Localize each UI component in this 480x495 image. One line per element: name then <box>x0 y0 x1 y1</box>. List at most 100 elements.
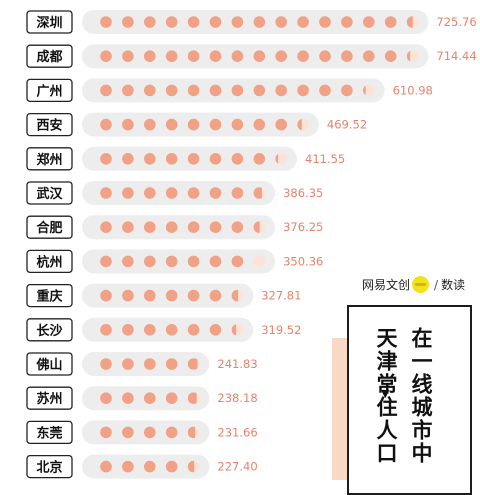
value-dot <box>209 153 222 165</box>
bar-background <box>82 112 319 137</box>
value-dot <box>165 460 178 473</box>
value-dot <box>231 118 244 131</box>
bar-background <box>82 215 276 240</box>
value-dot <box>122 324 134 336</box>
partial-dot <box>363 85 366 96</box>
value-dot <box>100 50 112 62</box>
value-dot <box>122 392 134 405</box>
value-label: 411.55 <box>305 152 345 166</box>
category-label: 北京 <box>36 460 62 476</box>
value-dot <box>187 153 200 165</box>
value-dot <box>363 50 375 62</box>
value-dot <box>341 50 353 62</box>
category-label-box <box>26 112 73 137</box>
value-dot <box>100 289 112 302</box>
category-label: 长沙 <box>36 323 62 339</box>
value-dot <box>209 84 222 97</box>
value-dot <box>144 460 156 473</box>
value-label: 610.98 <box>393 83 433 97</box>
value-dot <box>165 153 178 165</box>
category-label-box <box>26 318 73 342</box>
category-label-box <box>26 249 73 274</box>
category-label: 武汉 <box>36 186 63 202</box>
category-label: 重庆 <box>36 289 62 305</box>
value-dot <box>165 358 178 370</box>
value-label: 327.81 <box>261 289 301 303</box>
value-dot <box>144 358 156 370</box>
value-dot <box>144 426 156 439</box>
value-label: 231.66 <box>217 425 257 439</box>
value-dot <box>122 84 134 97</box>
category-label-box <box>26 454 73 479</box>
partial-dot <box>253 221 260 233</box>
value-dot <box>209 289 222 302</box>
partial-dot-bg <box>275 153 288 165</box>
value-dot <box>187 84 200 97</box>
value-dot <box>275 50 288 62</box>
value-dot <box>165 187 178 199</box>
value-label: 241.83 <box>217 357 257 371</box>
value-dot <box>231 16 244 28</box>
category-label: 成都 <box>36 49 62 65</box>
value-dot <box>100 358 112 370</box>
category-label-box <box>26 386 73 410</box>
category-label-box <box>26 352 73 376</box>
partial-dot <box>253 187 262 199</box>
value-dot <box>165 324 178 336</box>
value-dot <box>144 187 156 199</box>
value-dot <box>297 84 309 97</box>
value-dot <box>144 392 156 405</box>
value-dot <box>253 84 266 97</box>
partial-dot <box>297 118 302 131</box>
value-dot <box>165 84 178 97</box>
bar-background <box>82 249 276 274</box>
partial-dot <box>231 324 237 336</box>
value-dot <box>187 221 200 233</box>
value-dot <box>231 255 244 268</box>
value-dot <box>187 187 200 199</box>
value-dot <box>144 255 156 268</box>
value-dot <box>144 324 156 336</box>
value-dot <box>231 153 244 165</box>
value-dot <box>100 324 112 336</box>
value-dot <box>319 50 331 62</box>
headline-line1: 在一线城市中 <box>409 327 433 465</box>
value-dot <box>122 289 134 302</box>
partial-dot <box>187 392 197 404</box>
partial-dot <box>253 260 254 263</box>
value-dot <box>122 118 134 131</box>
value-dot <box>144 16 156 28</box>
brand-part1: 网易 <box>362 278 387 292</box>
value-dot <box>100 426 112 439</box>
category-label-box <box>26 10 73 34</box>
value-dot <box>100 153 112 165</box>
partial-dot <box>406 50 411 62</box>
category-label-box <box>26 420 73 445</box>
decorative-strip <box>332 338 350 480</box>
value-dot <box>122 187 134 199</box>
value-dot <box>384 16 397 28</box>
value-dot <box>363 16 375 28</box>
value-label: 714.44 <box>436 49 476 63</box>
value-dot <box>100 255 112 268</box>
value-dot <box>341 84 353 97</box>
value-label: 386.35 <box>283 186 323 200</box>
value-dot <box>187 255 200 268</box>
value-dot <box>187 16 200 28</box>
value-dot <box>187 324 200 336</box>
category-label: 深圳 <box>36 15 62 31</box>
value-dot <box>122 153 134 165</box>
value-dot <box>165 16 178 28</box>
value-dot <box>231 187 244 199</box>
value-label: 725.76 <box>436 15 476 29</box>
category-label: 杭州 <box>36 254 62 270</box>
value-dot <box>253 50 266 62</box>
value-dot <box>122 426 134 439</box>
category-label-box <box>26 78 73 103</box>
partial-dot <box>187 426 196 439</box>
value-dot <box>275 118 288 131</box>
category-label-box <box>26 181 73 205</box>
value-dot <box>165 426 178 439</box>
value-dot <box>165 50 178 62</box>
value-dot <box>100 118 112 131</box>
